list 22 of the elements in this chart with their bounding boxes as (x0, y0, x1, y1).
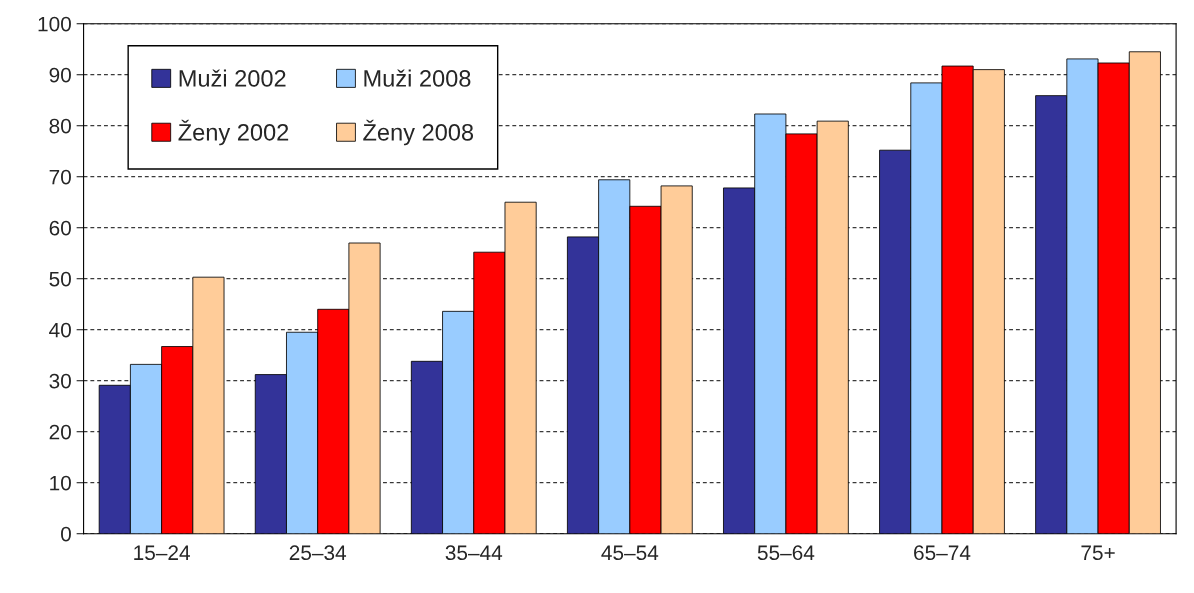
y-tick-label: 80 (49, 118, 71, 134)
legend-label: Ženy 2008 (363, 119, 474, 146)
y-tick-label: 10 (50, 475, 71, 491)
y-tick-label: 50 (49, 271, 71, 287)
x-tick-label: 65–74 (914, 545, 971, 561)
y-tick-label: 0 (61, 526, 71, 542)
y-tick-label: 60 (49, 220, 71, 236)
x-tick-label: 45–54 (601, 545, 659, 561)
legend-label: Muži 2008 (364, 69, 471, 87)
x-tick-label: 35–44 (445, 545, 503, 561)
x-tick-label: 55–64 (757, 545, 815, 561)
y-tick-label: 20 (49, 424, 71, 440)
y-tick-label: 70 (49, 169, 71, 185)
y-tick-label: 30 (49, 373, 71, 389)
y-tick-label: 100 (38, 16, 71, 32)
legend-label: Muži 2002 (179, 69, 286, 87)
y-tick-label: 90 (49, 67, 71, 83)
y-tick-label: 40 (49, 322, 71, 338)
x-tick-label: 15–24 (134, 545, 190, 561)
legend-label: Ženy 2002 (178, 119, 289, 146)
x-tick-label: 25–34 (289, 545, 347, 561)
x-tick-label: 75+ (1081, 545, 1115, 561)
